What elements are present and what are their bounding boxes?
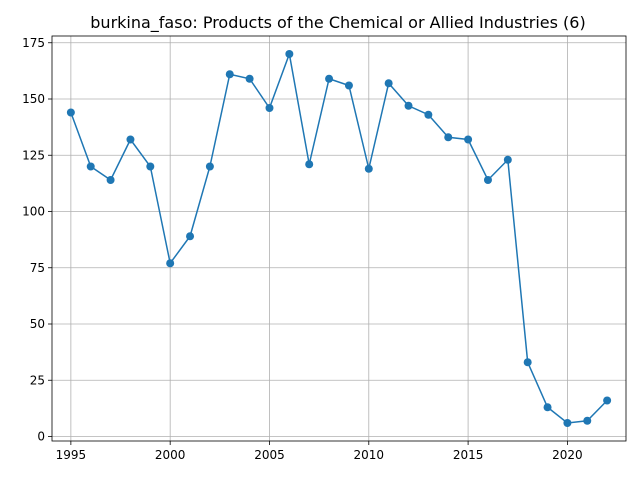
x-tick-label: 2020 [552, 448, 583, 462]
data-point [325, 74, 334, 83]
y-tick-label: 100 [22, 205, 45, 219]
x-tick-label: 2000 [155, 448, 186, 462]
data-point [126, 135, 135, 144]
data-point [106, 176, 115, 184]
axis-ticks: 1995 2000 2005 2010 2015 2020 0 25 50 75 100 125 150… [22, 36, 583, 462]
x-tick-label: 2015 [453, 448, 484, 462]
grid [52, 36, 626, 441]
data-point [563, 419, 572, 427]
y-tick-label: 125 [22, 148, 45, 162]
data-point [186, 232, 195, 241]
y-tick-label: 150 [22, 92, 45, 106]
data-point [146, 162, 155, 171]
data-point [364, 164, 373, 173]
data-point [166, 259, 175, 268]
x-tick-label: 1995 [56, 448, 87, 462]
y-tick-label: 0 [37, 430, 45, 444]
plot-frame [51, 35, 627, 442]
data-point [86, 162, 95, 171]
data-point [503, 155, 512, 164]
data-point [483, 176, 492, 184]
data-point [424, 110, 433, 119]
series-line [70, 51, 608, 424]
y-tick-label: 175 [22, 36, 45, 50]
chart-title: burkina_faso: Products of the Chemical o… [90, 13, 585, 33]
data-point [205, 162, 214, 171]
x-tick-label: 2010 [354, 448, 385, 462]
y-tick-label: 25 [30, 373, 45, 387]
data-series [66, 50, 612, 427]
data-point [225, 70, 234, 79]
data-point [583, 416, 592, 425]
y-tick-label: 75 [30, 261, 45, 275]
data-point [265, 104, 274, 112]
data-point [344, 81, 353, 90]
data-point [384, 79, 393, 88]
data-point [285, 50, 294, 58]
data-point [543, 403, 552, 412]
data-point [66, 108, 75, 117]
data-point [305, 160, 314, 169]
data-point [245, 74, 254, 83]
data-point [464, 135, 473, 144]
y-tick-label: 50 [30, 317, 45, 331]
data-point [603, 396, 612, 405]
data-point [523, 358, 532, 367]
data-point [404, 101, 413, 110]
data-point [444, 133, 453, 142]
x-tick-label: 2005 [254, 448, 285, 462]
